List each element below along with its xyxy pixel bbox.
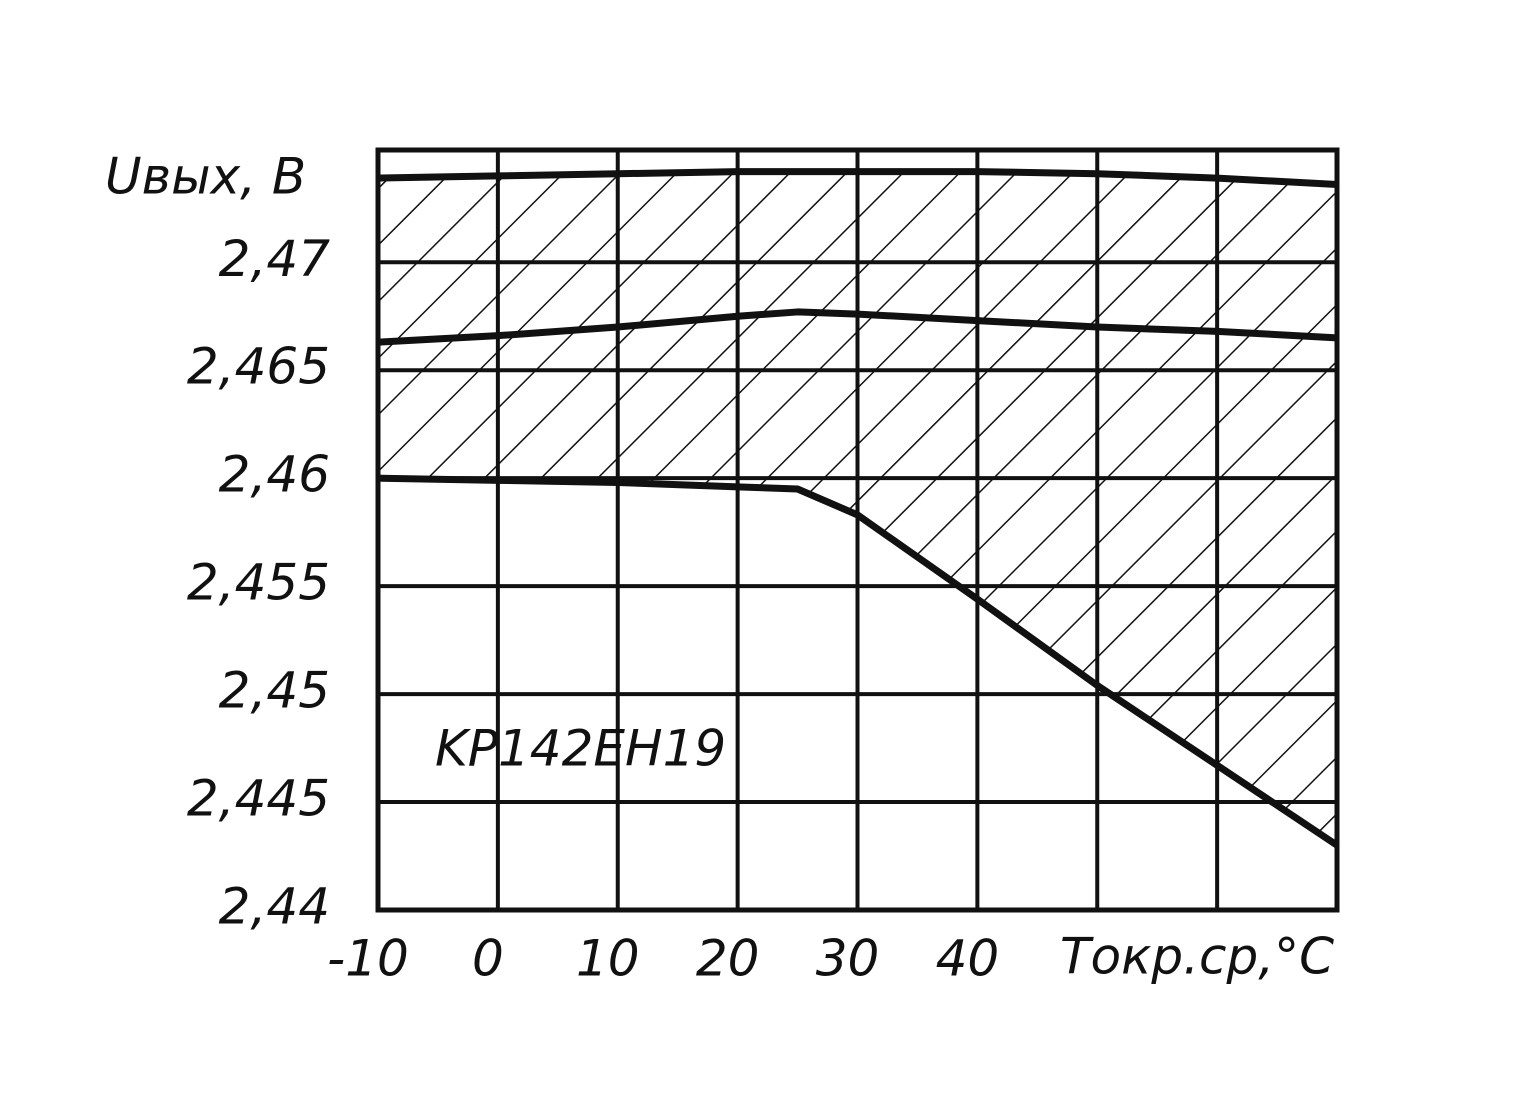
y-tick-label: 2,465 <box>187 338 330 396</box>
x-tick-label: 10 <box>576 930 640 988</box>
line <box>377 308 1338 346</box>
x-tick-label: 30 <box>816 930 880 988</box>
x-tick-label: 20 <box>696 930 760 988</box>
annotation: KP142EH19 <box>435 720 726 778</box>
y-tick-label: 2,46 <box>219 446 330 504</box>
line <box>377 168 1338 189</box>
x-tick-label: 40 <box>936 930 1000 988</box>
x-tick-label: 0 <box>472 930 504 988</box>
y-tick-label: 2,445 <box>187 770 330 828</box>
plot-frame <box>375 147 1340 913</box>
x-axis-title: Tокр.ср,°С <box>1060 928 1334 986</box>
y-tick-label: 2,45 <box>219 662 330 720</box>
x-tick-label: -10 <box>327 930 409 988</box>
y-tick-label: 2,47 <box>219 230 331 288</box>
y-axis-title: Uвых, В <box>105 148 306 206</box>
line <box>377 474 1339 849</box>
y-tick-label: 2,455 <box>187 554 330 612</box>
y-tick-label: 2,44 <box>219 878 330 936</box>
